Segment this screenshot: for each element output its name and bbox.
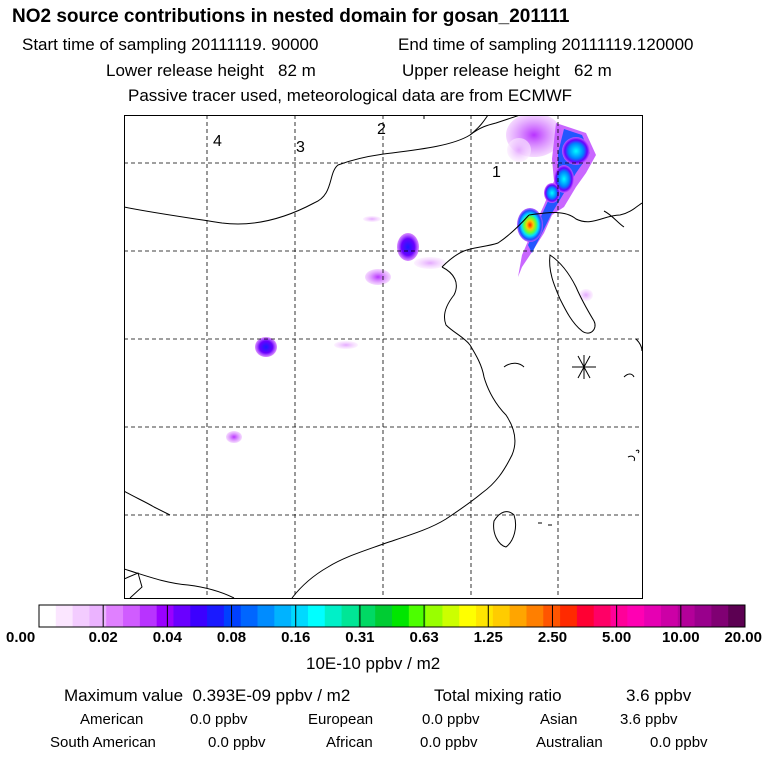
total-mixing-label: Total mixing ratio [434, 686, 562, 705]
tracer-note: Passive tracer used, meteorological data… [128, 86, 573, 105]
max-value: Maximum value 0.393E-09 ppbv / m2 [64, 686, 351, 705]
colorbar-swatch [593, 605, 612, 627]
region-value: 3.6 ppbv [620, 711, 678, 728]
colorbar-swatch [492, 605, 511, 627]
colorbar-swatch [560, 605, 578, 627]
total-mixing-value: 3.6 ppbv [626, 686, 692, 705]
region-label-1: 1 [492, 164, 501, 181]
colorbar-swatch [307, 605, 326, 627]
colorbar-swatch [660, 605, 679, 627]
region-value: 0.0 ppbv [208, 734, 266, 751]
colorbar-swatch [442, 605, 460, 627]
region-name: European [308, 711, 374, 728]
colorbar-swatch [341, 605, 359, 627]
upper-height-label: Upper release height 62 m [402, 61, 612, 80]
colorbar-swatch [610, 605, 628, 627]
colorbar-swatch [324, 605, 343, 627]
colorbar-swatch [156, 605, 174, 627]
receptor-star-icon [572, 355, 596, 379]
region-value: 0.0 ppbv [190, 711, 248, 728]
page-title: NO2 source contributions in nested domai… [12, 6, 570, 27]
colorbar-swatch [190, 605, 208, 627]
colorbar-swatch [207, 605, 225, 627]
concentration-plumes [226, 115, 596, 443]
colorbar-frame [38, 604, 746, 628]
colorbar-tick: 0.63 [409, 629, 439, 646]
colorbar-swatch [543, 605, 561, 627]
colorbar-swatch [644, 605, 662, 627]
colorbar-swatch [291, 605, 309, 627]
colorbar-swatch [728, 605, 746, 627]
region-label-4: 4 [213, 133, 222, 150]
region-name: South American [50, 734, 156, 751]
region-label-2: 2 [377, 121, 386, 138]
colorbar-swatch [677, 605, 696, 627]
colorbar-swatch [72, 605, 90, 627]
colorbar-tick: 0.16 [281, 629, 311, 646]
map-panel: 1 2 3 4 [124, 115, 643, 599]
colorbar-swatch [240, 605, 259, 627]
region-value: 0.0 ppbv [650, 734, 708, 751]
colorbar-swatch [106, 605, 124, 627]
region-name: American [80, 711, 144, 728]
colorbar-tick: 20.00 [724, 629, 762, 646]
colorbar-tick: 1.25 [473, 629, 503, 646]
region-name: Asian [540, 711, 578, 728]
map-frame [124, 115, 643, 599]
colorbar-swatch [257, 605, 275, 627]
colorbar-swatch [358, 605, 376, 627]
colorbar-tick: 0.00 [6, 629, 36, 646]
region-value: 0.0 ppbv [420, 734, 478, 751]
colorbar-swatch [274, 605, 292, 627]
lower-height-label: Lower release height 82 m [106, 61, 316, 80]
colorbar [38, 604, 746, 628]
colorbar-swatch [55, 605, 74, 627]
lat-lon-grid [124, 115, 642, 598]
colorbar-swatch [123, 605, 141, 627]
colorbar-tick: 0.04 [152, 629, 182, 646]
region-name: African [326, 734, 373, 751]
coastlines [124, 115, 642, 598]
colorbar-swatch [39, 605, 57, 627]
region-name: Australian [536, 734, 603, 751]
colorbar-swatch [223, 605, 242, 627]
colorbar-tick: 10.00 [662, 629, 700, 646]
region-label-3: 3 [296, 139, 305, 156]
colorbar-swatch [89, 605, 107, 627]
colorbar-swatch [711, 605, 729, 627]
colorbar-swatch [627, 605, 645, 627]
colorbar-swatch [375, 605, 393, 627]
colorbar-swatch [526, 605, 544, 627]
colorbar-unit: 10E-10 ppbv / m2 [306, 654, 441, 673]
end-time-label: End time of sampling 20111119.120000 [398, 35, 694, 54]
colorbar-swatch [576, 605, 595, 627]
colorbar-swatch [509, 605, 527, 627]
colorbar-tick: 0.02 [88, 629, 118, 646]
colorbar-swatch [476, 605, 494, 627]
colorbar-swatch [139, 605, 158, 627]
colorbar-tick: 0.08 [216, 629, 247, 646]
colorbar-swatch [173, 605, 191, 627]
region-value: 0.0 ppbv [422, 711, 480, 728]
start-time-label: Start time of sampling 20111119. 90000 [22, 35, 319, 54]
colorbar-swatch [459, 605, 477, 627]
colorbar-tick: 5.00 [602, 629, 632, 646]
colorbar-tick: 2.50 [537, 629, 568, 646]
colorbar-swatch [392, 605, 410, 627]
colorbar-tick: 0.31 [345, 629, 375, 646]
colorbar-swatch [408, 605, 427, 627]
colorbar-swatch [425, 605, 443, 627]
colorbar-swatch [694, 605, 712, 627]
